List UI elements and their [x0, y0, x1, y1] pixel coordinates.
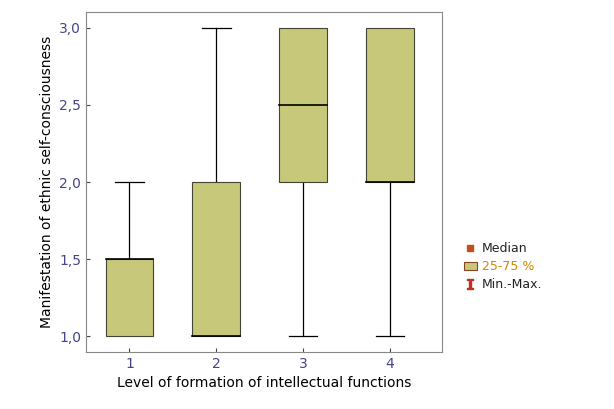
Bar [106, 259, 154, 336]
Bar [279, 28, 327, 182]
Bar [366, 28, 414, 182]
Bar [192, 182, 240, 336]
Legend: Median, 25-75 %, Min.-Max.: Median, 25-75 %, Min.-Max. [459, 237, 547, 297]
Y-axis label: Manifestation of ethnic self-consciousness: Manifestation of ethnic self-consciousne… [39, 36, 53, 328]
X-axis label: Level of formation of intellectual functions: Level of formation of intellectual funct… [117, 376, 411, 390]
